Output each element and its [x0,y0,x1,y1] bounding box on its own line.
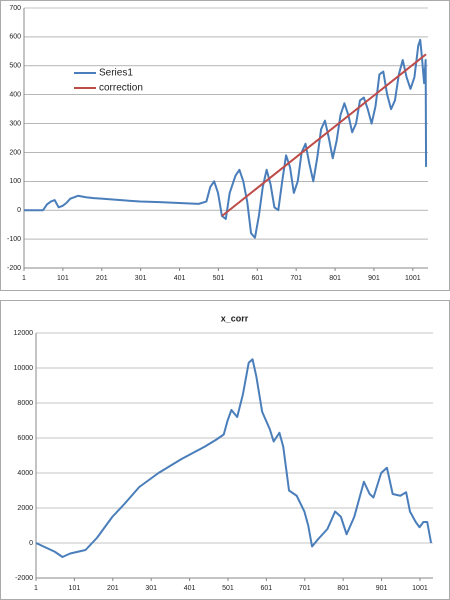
y-tick-label: -100 [7,236,21,243]
chart-title: x_corr [221,313,249,323]
series-line [35,358,433,558]
y-tick-label: -2000 [15,575,33,582]
x-tick-label: 501 [213,275,225,282]
y-tick-label: 600 [9,34,21,41]
x-tick-label: 101 [57,275,69,282]
y-tick-label: 700 [9,5,21,12]
y-tick-label: -200 [7,265,21,272]
x-tick-label: 101 [69,585,81,592]
x-tick-label: 301 [145,585,157,592]
y-tick-label: 12000 [14,330,34,337]
y-tick-label: 4000 [17,470,33,477]
legend-label: Series1 [99,68,133,79]
chart-frame [0,0,450,291]
x-tick-label: 601 [261,585,273,592]
y-tick-label: 0 [29,540,33,547]
x-tick-label: 701 [299,585,311,592]
y-tick-label: 300 [9,120,21,127]
y-tick-label: 400 [9,92,21,99]
x-tick-label: 201 [107,585,119,592]
x-tick-label: 201 [96,275,108,282]
y-tick-label: 100 [9,178,21,185]
y-tick-label: 200 [9,149,21,156]
x-tick-label: 701 [290,275,302,282]
x-tick-label: 901 [376,585,388,592]
x-tick-label: 601 [251,275,263,282]
y-tick-label: 10000 [14,365,34,372]
chart-frame [0,300,450,600]
x-tick-label: 401 [174,275,186,282]
y-tick-label: 6000 [17,435,33,442]
x-tick-label: 401 [184,585,196,592]
series-line [24,38,428,239]
series-line [221,53,427,217]
x-tick-label: 501 [222,585,234,592]
y-tick-label: 8000 [17,400,33,407]
y-tick-label: 500 [9,63,21,70]
x-tick-label: 301 [135,275,147,282]
y-tick-label: 0 [17,207,21,214]
x-tick-label: 1 [22,275,26,282]
x-tick-label: 801 [329,275,341,282]
legend-label: correction [99,83,143,94]
x-tick-label: 901 [368,275,380,282]
x-tick-label: 1001 [405,275,421,282]
x-tick-label: 1001 [412,585,428,592]
y-tick-label: 2000 [17,505,33,512]
x-tick-label: 801 [337,585,349,592]
x-tick-label: 1 [34,585,38,592]
